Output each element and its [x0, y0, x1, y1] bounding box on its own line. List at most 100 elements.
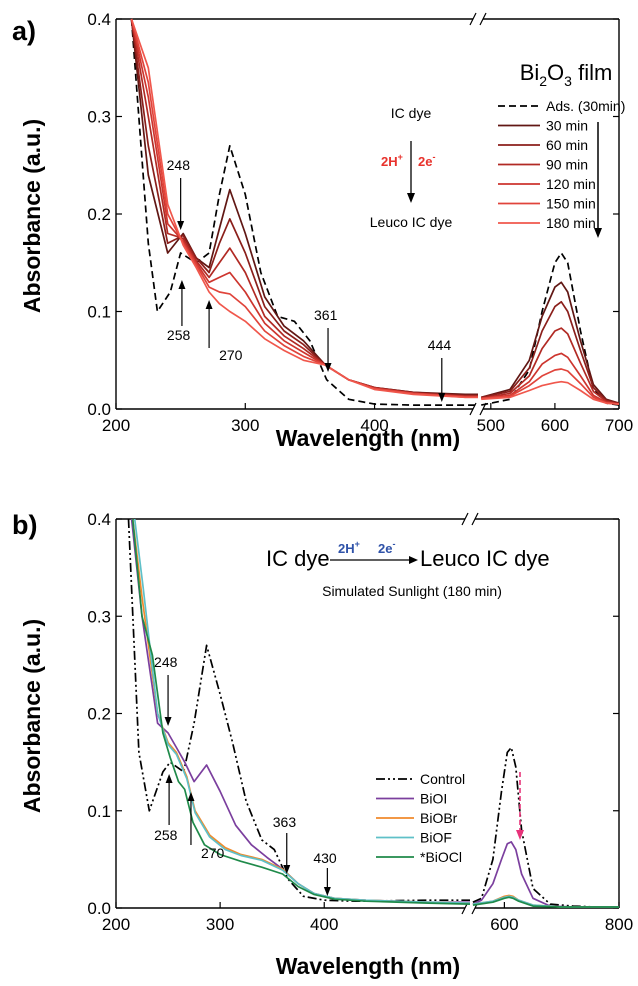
- panel-b-trend-arrow-head: [516, 830, 524, 840]
- legend-label: Control: [420, 771, 465, 787]
- reaction-arrow-head: [409, 556, 418, 564]
- x-tick-label: 200: [102, 915, 130, 934]
- annotation-arrow-head: [178, 280, 186, 289]
- sample-sub-2: 2: [539, 73, 547, 89]
- sample-o: O: [547, 60, 564, 85]
- panel-b-annotations: 248 258 270 363 430: [154, 654, 337, 896]
- panel-b-legend: Control BiOI BiOBr BiOF *BiOCl: [376, 771, 465, 865]
- panel-b-label: b): [12, 510, 37, 540]
- annotation-label: 363: [273, 814, 297, 830]
- x-tick-label: 400: [360, 416, 388, 435]
- series-line-b-4-right: [472, 896, 619, 908]
- legend-label: *BiOCl: [420, 849, 462, 865]
- y-tick-label: 0.4: [87, 510, 111, 529]
- panel-a-x-axis-title: Wavelength (nm): [276, 425, 460, 451]
- annotation-label: 258: [167, 327, 191, 343]
- series-line-a-6-right: [481, 380, 619, 405]
- series-line-a-5-right: [481, 368, 619, 405]
- series-line-a-3-right: [481, 327, 619, 405]
- annotation-arrow-head: [164, 717, 172, 726]
- reaction-arrow-head: [407, 193, 415, 203]
- y-tick-label: 0.0: [87, 899, 111, 918]
- panel-a-y-axis-title: Absorbance (a.u.): [19, 119, 45, 313]
- series-line-a-0-left: [130, 18, 478, 406]
- series-line-b-1-right: [472, 841, 619, 908]
- sample-bi: Bi: [520, 60, 540, 85]
- axis-break-mark: [479, 12, 487, 26]
- x-tick-label: 200: [102, 416, 130, 435]
- annotation-label: 361: [314, 307, 338, 323]
- panel-b-series: [127, 518, 619, 908]
- x-tick-label: 300: [206, 915, 234, 934]
- axis-break-mark: [471, 512, 479, 526]
- panel-a-axes: 0.0 0.1 0.2 0.3 0.4 200 300 400 500 600 700: [87, 10, 633, 435]
- annotation-arrow-head: [283, 865, 291, 874]
- panel-b-axes: 0.0 0.1 0.2 0.3 0.4 200 300 400 600 800: [87, 510, 633, 934]
- legend-label: Ads. (30min): [546, 98, 625, 114]
- y-tick-label: 0.3: [87, 108, 111, 127]
- series-line-b-0-right: [472, 746, 619, 908]
- panel-b-reaction-scheme: IC dye 2H+ 2e- Leuco IC dye Simulated Su…: [266, 539, 550, 599]
- x-tick-label: 600: [490, 915, 518, 934]
- x-tick-label: 400: [310, 915, 338, 934]
- legend-label: 180 min: [546, 215, 596, 231]
- y-tick-label: 0.2: [87, 705, 111, 724]
- legend-label: BiOF: [420, 830, 452, 846]
- reaction-reactant: IC dye: [391, 105, 432, 121]
- legend-label: 150 min: [546, 196, 596, 212]
- panel-a-legend: Ads. (30min) 30 min 60 min 90 min 120 min 150…: [498, 98, 625, 231]
- annotation-label: 270: [201, 845, 225, 861]
- panel-a-sample-label: Bi2O3 film: [520, 60, 613, 89]
- x-tick-label: 800: [605, 915, 633, 934]
- x-tick-label: 600: [541, 416, 569, 435]
- series-line-a-6-left: [130, 18, 478, 399]
- legend-label: 120 min: [546, 176, 596, 192]
- annotation-label: 248: [154, 654, 178, 670]
- annotation-label: 258: [154, 827, 178, 843]
- annotation-label: 270: [219, 347, 243, 363]
- annotation-arrow-head: [323, 887, 331, 896]
- y-tick-label: 0.2: [87, 205, 111, 224]
- y-tick-label: 0.4: [87, 10, 111, 29]
- reaction-reagent-e: 2e-: [418, 152, 435, 169]
- reaction-reagent-h: 2H+: [381, 152, 403, 169]
- panel-a-annotations: 248 258 270 361 444: [167, 157, 451, 402]
- panel-b: b) Absorbance (a.u.) Wavelength (nm) 0.0…: [12, 510, 633, 979]
- series-line-a-4-right: [481, 352, 619, 405]
- panel-b-condition: Simulated Sunlight (180 min): [322, 583, 502, 599]
- series-line-a-0-right: [481, 252, 619, 406]
- sample-film: film: [572, 60, 612, 85]
- annotation-arrow-head: [165, 774, 173, 783]
- reaction-product: Leuco IC dye: [420, 546, 550, 571]
- annotation-arrow-head: [324, 363, 332, 372]
- legend-label: BiOI: [420, 791, 447, 807]
- reaction-product: Leuco IC dye: [370, 214, 453, 230]
- axis-break-mark: [469, 12, 477, 26]
- y-tick-label: 0.1: [87, 303, 111, 322]
- y-tick-label: 0.1: [87, 802, 111, 821]
- annotation-arrow-head: [205, 300, 213, 309]
- panel-a-trend-arrow-head: [594, 228, 602, 238]
- panel-a-label: a): [12, 16, 36, 46]
- series-line-b-3-left: [133, 518, 471, 904]
- series-line-a-2-right: [481, 300, 619, 404]
- legend-label: 60 min: [546, 137, 588, 153]
- panel-b-y-axis-title: Absorbance (a.u.): [19, 619, 45, 813]
- series-line-a-1-right: [480, 281, 619, 404]
- legend-label: 90 min: [546, 157, 588, 173]
- legend-label: 30 min: [546, 118, 588, 134]
- axis-break-mark: [461, 512, 469, 526]
- annotation-label: 248: [167, 157, 191, 173]
- reaction-reagent-e: 2e-: [378, 539, 395, 556]
- panel-a-reaction-scheme: IC dye 2H+ 2e- Leuco IC dye: [370, 105, 453, 230]
- legend-label: BiOBr: [420, 810, 458, 826]
- annotation-arrow-head: [438, 393, 446, 402]
- reaction-reactant: IC dye: [266, 546, 330, 571]
- panel-a: a) Absorbance (a.u.) Wavelength (nm) 0.0…: [12, 10, 633, 451]
- series-line-b-0-left: [127, 518, 470, 903]
- y-tick-label: 0.3: [87, 607, 111, 626]
- reaction-reagent-h: 2H+: [338, 539, 360, 556]
- annotation-arrow-head: [187, 792, 195, 801]
- x-tick-label: 700: [605, 416, 633, 435]
